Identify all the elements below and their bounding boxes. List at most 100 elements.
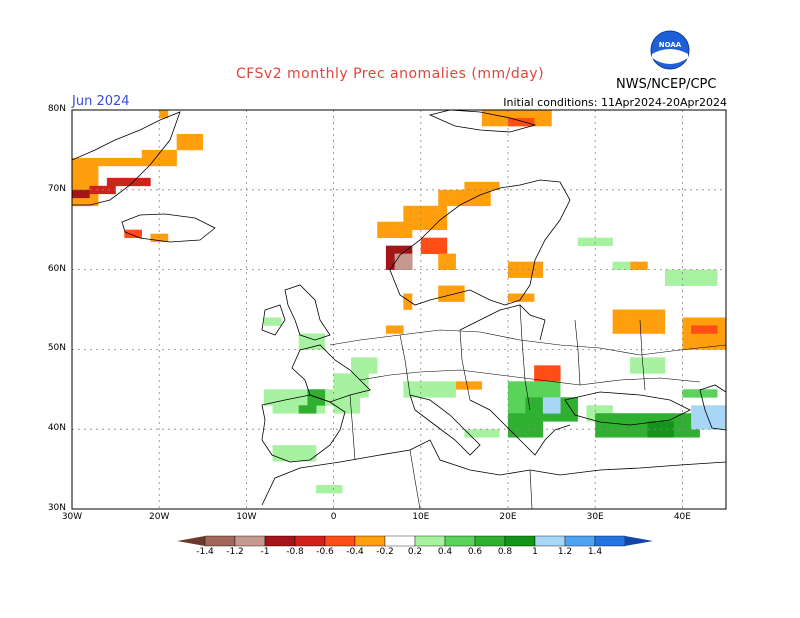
anomaly-cell	[316, 405, 326, 414]
anomaly-cell	[525, 110, 535, 119]
anomaly-cell	[420, 205, 430, 215]
anomaly-cell	[682, 333, 692, 342]
anomaly-cell	[159, 149, 169, 159]
anomaly-cell	[159, 233, 169, 242]
colorbar-segment	[234, 535, 266, 547]
anomaly-cell	[508, 413, 517, 422]
anomaly-cell	[717, 333, 726, 342]
anomaly-cell	[647, 357, 657, 366]
anomaly-cell	[699, 317, 709, 326]
anomaly-cell	[664, 421, 674, 430]
anomaly-cell	[525, 413, 535, 422]
colorbar-arrow-left	[177, 536, 205, 546]
anomaly-cell	[638, 429, 648, 438]
anomaly-cell	[542, 405, 552, 414]
anomaly-cell	[708, 277, 718, 286]
anomaly-cell	[403, 221, 413, 231]
anomaly-cell	[717, 405, 726, 414]
anomaly-cell	[89, 157, 99, 167]
anomaly-cell	[481, 118, 491, 127]
anomaly-cell	[420, 245, 430, 254]
anomaly-cell	[298, 397, 308, 406]
anomaly-cell	[499, 110, 509, 119]
anomaly-cell	[351, 357, 361, 366]
longitude-label: 10E	[412, 512, 430, 522]
anomaly-cell	[72, 173, 81, 183]
borders	[329, 304, 726, 509]
anomaly-cell	[464, 197, 474, 207]
anomaly-cell	[307, 333, 317, 342]
anomaly-cell	[664, 429, 674, 438]
anomaly-cell	[438, 253, 448, 262]
anomaly-cell	[132, 177, 142, 187]
anomaly-cell	[612, 261, 622, 270]
anomaly-cell	[298, 341, 308, 350]
anomaly-cell	[324, 485, 334, 494]
anomaly-cell	[595, 429, 605, 438]
anomaly-cell	[691, 413, 701, 422]
anomaly-cell	[708, 421, 718, 430]
anomaly-cell	[89, 173, 99, 183]
anomaly-cell	[333, 405, 343, 414]
anomaly-cell	[525, 269, 535, 278]
anomaly-cell	[490, 181, 500, 191]
anomaly-cell	[516, 269, 526, 278]
colorbar-segment	[564, 535, 596, 547]
anomaly-cell	[473, 189, 483, 199]
anomaly-cell	[508, 397, 517, 406]
anomaly-cell	[656, 429, 666, 438]
anomaly-cell	[106, 185, 116, 195]
anomaly-cell	[534, 421, 544, 430]
anomaly-cell	[560, 397, 570, 406]
anomaly-cell	[507, 110, 517, 119]
anomaly-cell	[420, 213, 430, 223]
coastlines	[72, 110, 726, 506]
anomaly-cell	[420, 389, 430, 398]
longitude-label: 10W	[236, 512, 257, 522]
anomaly-cell	[438, 197, 448, 207]
latitude-label: 60N	[47, 263, 66, 274]
anomaly-cell	[621, 421, 631, 430]
anomaly-cell	[534, 365, 544, 374]
ireland-coast	[261, 304, 286, 336]
anomaly-cell	[176, 141, 186, 151]
anomaly-cell	[630, 357, 640, 366]
anomaly-cell	[699, 413, 709, 422]
anomaly-cell	[333, 381, 343, 390]
anomaly-cell	[281, 445, 291, 454]
anomaly-cell	[630, 413, 639, 422]
anomaly-cell	[516, 117, 526, 127]
anomaly-cell	[359, 373, 369, 382]
anomaly-cell	[150, 157, 160, 167]
colorbar-tick-label: -0.4	[346, 547, 364, 557]
svalbard-coast	[428, 110, 537, 133]
anomaly-cell	[403, 245, 413, 254]
anomaly-cell	[446, 285, 456, 294]
anomaly-cell	[534, 373, 544, 382]
anomaly-cell	[612, 429, 622, 438]
anomaly-cell	[516, 389, 526, 398]
anomaly-cell	[412, 213, 422, 223]
colorbar-segment	[384, 535, 416, 547]
anomaly-cell	[359, 389, 369, 398]
balkan-coast	[469, 399, 571, 456]
anomaly-cell	[446, 293, 456, 302]
anomaly-cell	[289, 397, 299, 406]
colorbar-segment	[354, 535, 386, 547]
anomaly-cell	[403, 213, 413, 223]
anomaly-cell	[525, 261, 535, 270]
longitude-label: 20W	[149, 512, 170, 522]
anomaly-cell	[534, 261, 544, 270]
anomaly-cell	[377, 221, 387, 231]
anomaly-cell	[438, 245, 448, 254]
anomaly-cell	[351, 397, 360, 406]
anomaly-cell	[551, 397, 561, 406]
colorbar-arrow-right	[625, 536, 653, 546]
anomaly-cell	[429, 389, 439, 398]
anomaly-cell	[682, 269, 692, 278]
anomaly-cell	[525, 397, 535, 406]
colorbar-tick-label: -1	[260, 547, 270, 557]
colorbar-segment	[204, 535, 236, 547]
anomaly-cell	[708, 325, 718, 334]
anomaly-cell	[542, 413, 552, 422]
